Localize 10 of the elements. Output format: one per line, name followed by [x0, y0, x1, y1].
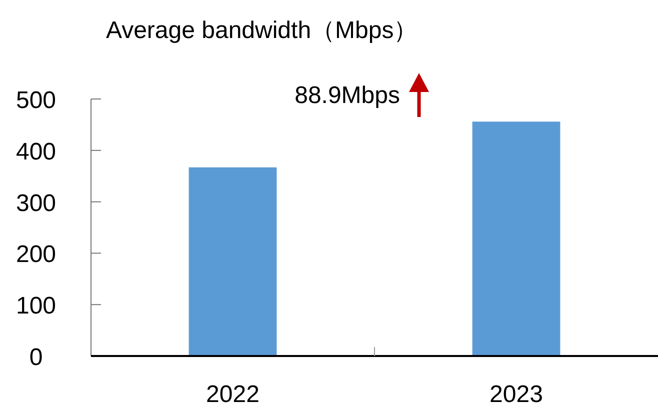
y-tick-label: 300	[16, 190, 56, 217]
y-tick-label: 200	[16, 241, 56, 268]
y-tick-label: 100	[16, 292, 56, 320]
y-tick-label: 400	[16, 138, 56, 166]
chart-title: Average bandwidth（Mbps）	[106, 17, 418, 44]
annotation: 88.9Mbps	[294, 82, 400, 109]
y-tick-label: 0	[29, 344, 43, 371]
x-tick-label: 2023	[490, 381, 543, 408]
y-tick-label: 500	[16, 87, 56, 114]
x-tick-label: 2022	[206, 381, 260, 408]
